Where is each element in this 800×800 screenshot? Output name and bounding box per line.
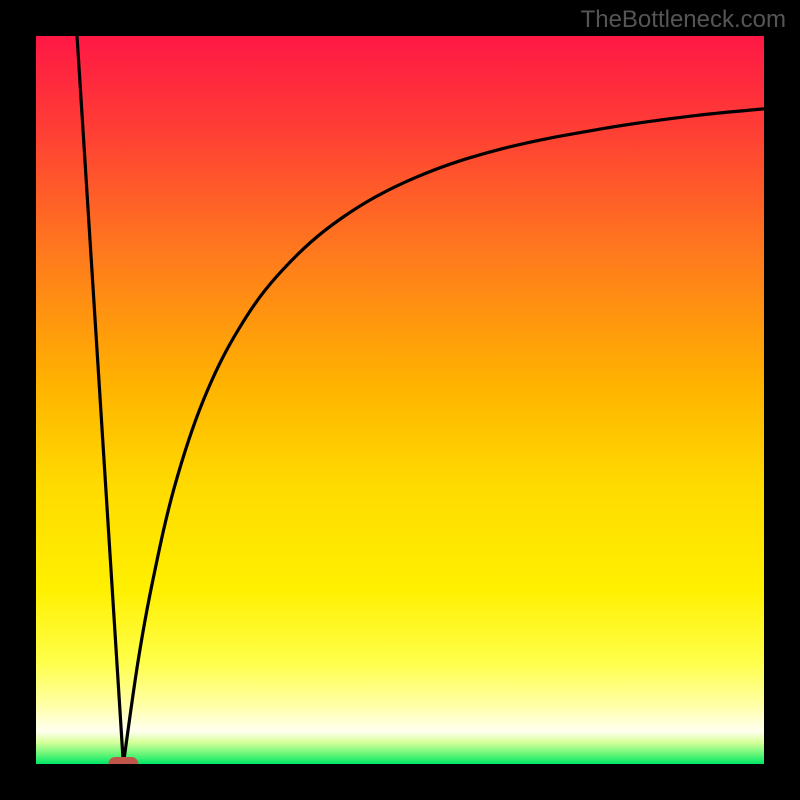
chart-svg (0, 0, 800, 800)
chart-stage: TheBottleneck.com (0, 0, 800, 800)
watermark-label: TheBottleneck.com (581, 6, 786, 34)
plot-background (36, 36, 764, 764)
